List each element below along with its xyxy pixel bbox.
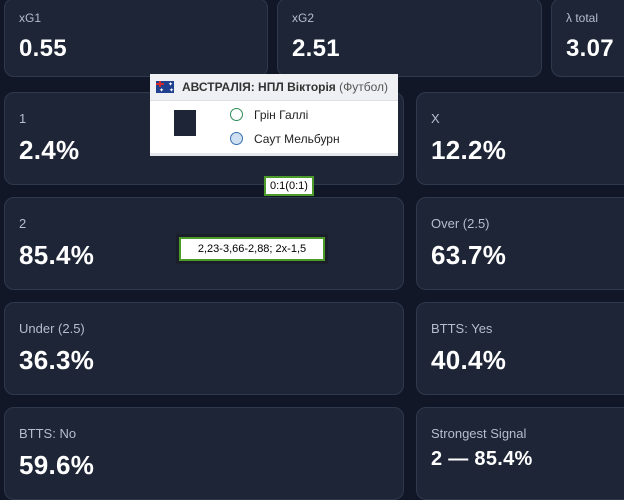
australia-flag-icon: ✦ ✦ ✦ xyxy=(156,81,174,94)
outcome-value: 36.3% xyxy=(19,345,95,375)
team-home-name: Грін Галлі xyxy=(254,108,309,122)
stat-value: 2.51 xyxy=(292,35,340,62)
league-title[interactable]: АВСТРАЛІЯ: НПЛ Вікторія (Футбол) xyxy=(182,80,388,94)
team-crest-icon xyxy=(230,132,243,145)
team-home[interactable]: Грін Галлі xyxy=(230,108,308,122)
outcome-label: X xyxy=(431,111,440,126)
outcome-label: 2 xyxy=(19,216,27,231)
outcome-value: 2 — 85.4% xyxy=(431,448,533,470)
outcome-label: Over (2.5) xyxy=(431,216,490,231)
sport-name: (Футбол) xyxy=(339,80,389,94)
outcome-label: BTTS: Yes xyxy=(431,321,493,336)
outcome-value: 2.4% xyxy=(19,135,80,165)
outcome-card-over: Over (2.5) 63.7% xyxy=(416,197,624,290)
outcome-label: Strongest Signal xyxy=(431,426,527,441)
team-crest-icon xyxy=(230,108,243,121)
match-popup[interactable]: ✦ ✦ ✦ АВСТРАЛІЯ: НПЛ Вікторія (Футбол) Г… xyxy=(150,74,398,156)
stat-card-xg2: xG2 2.51 xyxy=(277,0,542,77)
popup-header: ✦ ✦ ✦ АВСТРАЛІЯ: НПЛ Вікторія (Футбол) xyxy=(150,74,398,101)
stat-card-lambda-total: λ total 3.07 xyxy=(551,0,624,77)
stat-label: xG1 xyxy=(19,11,42,25)
outcome-card-btts-no: BTTS: No 59.6% xyxy=(4,407,404,500)
outcome-card-under: Under (2.5) 36.3% xyxy=(4,302,404,395)
outcome-label: 1 xyxy=(19,111,27,126)
score-tooltip: 0:1(0:1) xyxy=(264,176,314,196)
odds-tooltip: 2,23-3,66-2,88; 2x-1,5 xyxy=(176,234,328,264)
league-name: АВСТРАЛІЯ: НПЛ Вікторія xyxy=(182,80,336,94)
outcome-label: BTTS: No xyxy=(19,426,77,441)
team-away[interactable]: Саут Мельбурн xyxy=(230,132,340,146)
stat-card-xg1: xG1 0.55 xyxy=(4,0,268,77)
match-status-marker xyxy=(174,110,196,136)
stat-label: λ total xyxy=(566,11,599,25)
outcome-value: 59.6% xyxy=(19,450,95,480)
team-away-name: Саут Мельбурн xyxy=(254,132,340,146)
odds-text: 2,23-3,66-2,88; 2x-1,5 xyxy=(179,237,325,261)
outcome-value: 63.7% xyxy=(431,240,507,270)
outcome-value: 40.4% xyxy=(431,345,507,375)
stat-value: 3.07 xyxy=(566,35,614,62)
stat-label: xG2 xyxy=(292,11,315,25)
outcome-value: 85.4% xyxy=(19,240,95,270)
stat-value: 0.55 xyxy=(19,35,67,62)
outcome-value: 12.2% xyxy=(431,135,507,165)
outcome-card-draw: X 12.2% xyxy=(416,92,624,185)
outcome-card-btts-yes: BTTS: Yes 40.4% xyxy=(416,302,624,395)
strongest-signal-card: Strongest Signal 2 — 85.4% xyxy=(416,407,624,500)
outcome-label: Under (2.5) xyxy=(19,321,85,336)
